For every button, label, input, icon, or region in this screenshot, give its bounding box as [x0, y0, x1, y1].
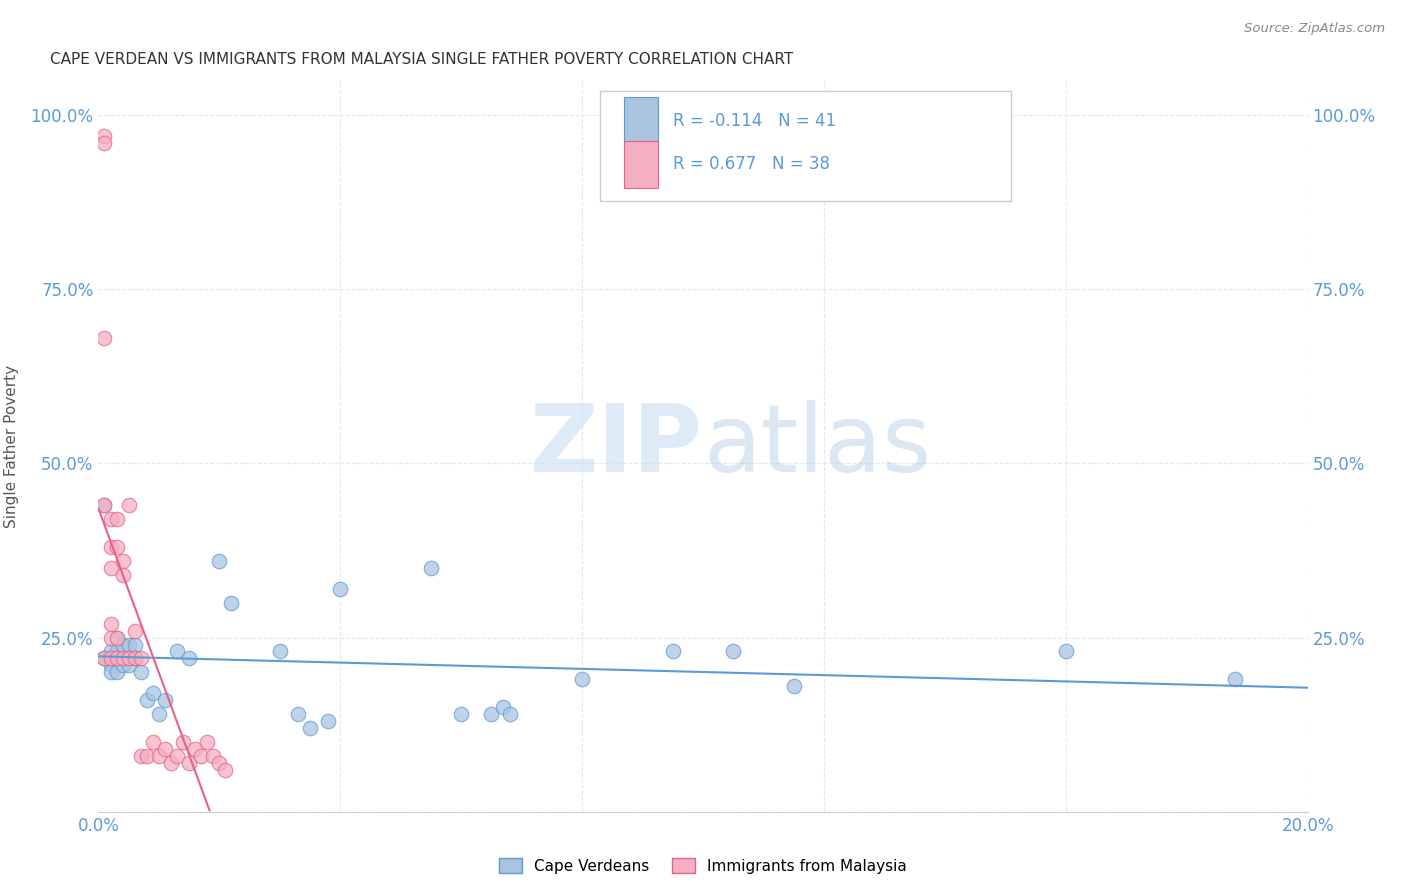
Point — [129, 665, 152, 680]
Point — [184, 742, 207, 756]
Text: CAPE VERDEAN VS IMMIGRANTS FROM MALAYSIA SINGLE FATHER POVERTY CORRELATION CHART: CAPE VERDEAN VS IMMIGRANTS FROM MALAYSIA… — [51, 52, 793, 67]
Point — [93, 651, 115, 665]
Point — [492, 700, 515, 714]
Point — [1054, 644, 1077, 658]
Point — [93, 651, 115, 665]
Point — [100, 665, 122, 680]
Point — [160, 756, 183, 770]
Point — [142, 686, 165, 700]
Text: R = 0.677   N = 38: R = 0.677 N = 38 — [673, 155, 830, 173]
Point — [179, 651, 201, 665]
Point — [450, 707, 472, 722]
Point — [153, 693, 176, 707]
Point — [329, 582, 352, 596]
Point — [166, 644, 188, 658]
Point — [118, 498, 141, 512]
Point — [1223, 673, 1246, 687]
Point — [179, 756, 201, 770]
Point — [118, 651, 141, 665]
Point — [214, 763, 236, 777]
Point — [208, 554, 231, 568]
Point — [100, 651, 122, 665]
Point — [124, 624, 146, 638]
Point — [129, 749, 152, 764]
Point — [105, 651, 128, 665]
Point — [723, 644, 745, 658]
Point — [118, 658, 141, 673]
Point — [571, 673, 593, 687]
Point — [202, 749, 225, 764]
Point — [420, 561, 443, 575]
Point — [100, 631, 122, 645]
Point — [142, 735, 165, 749]
Point — [124, 651, 146, 665]
Point — [105, 644, 128, 658]
Point — [208, 756, 231, 770]
Text: ZIP: ZIP — [530, 400, 703, 492]
Point — [100, 512, 122, 526]
Point — [195, 735, 218, 749]
Point — [105, 665, 128, 680]
Point — [105, 540, 128, 554]
Point — [100, 644, 122, 658]
Point — [111, 651, 134, 665]
Point — [124, 651, 146, 665]
Point — [135, 749, 157, 764]
Point — [481, 707, 503, 722]
FancyBboxPatch shape — [624, 141, 658, 188]
Point — [93, 331, 115, 345]
Point — [153, 742, 176, 756]
Point — [100, 616, 122, 631]
Point — [93, 136, 115, 150]
Point — [100, 540, 122, 554]
Point — [269, 644, 291, 658]
Point — [105, 631, 128, 645]
Point — [105, 512, 128, 526]
Point — [111, 567, 134, 582]
Point — [105, 651, 128, 665]
Point — [166, 749, 188, 764]
Point — [148, 707, 170, 722]
Point — [118, 651, 141, 665]
Point — [93, 498, 115, 512]
Point — [172, 735, 194, 749]
Legend: Cape Verdeans, Immigrants from Malaysia: Cape Verdeans, Immigrants from Malaysia — [492, 852, 914, 880]
Point — [498, 707, 520, 722]
FancyBboxPatch shape — [600, 91, 1011, 201]
Point — [661, 644, 683, 658]
Point — [129, 651, 152, 665]
Text: Source: ZipAtlas.com: Source: ZipAtlas.com — [1244, 22, 1385, 36]
Point — [287, 707, 309, 722]
Point — [111, 554, 134, 568]
Point — [124, 638, 146, 652]
Point — [93, 128, 115, 143]
Point — [783, 679, 806, 693]
Point — [100, 561, 122, 575]
Y-axis label: Single Father Poverty: Single Father Poverty — [4, 365, 20, 527]
Point — [148, 749, 170, 764]
Text: atlas: atlas — [703, 400, 931, 492]
Point — [316, 714, 339, 728]
Point — [111, 658, 134, 673]
Point — [105, 631, 128, 645]
Point — [135, 693, 157, 707]
Point — [100, 658, 122, 673]
Point — [221, 596, 243, 610]
Point — [93, 498, 115, 512]
FancyBboxPatch shape — [624, 96, 658, 145]
Point — [118, 638, 141, 652]
Text: R = -0.114   N = 41: R = -0.114 N = 41 — [673, 112, 837, 129]
Point — [111, 638, 134, 652]
Point — [299, 721, 322, 735]
Point — [190, 749, 212, 764]
